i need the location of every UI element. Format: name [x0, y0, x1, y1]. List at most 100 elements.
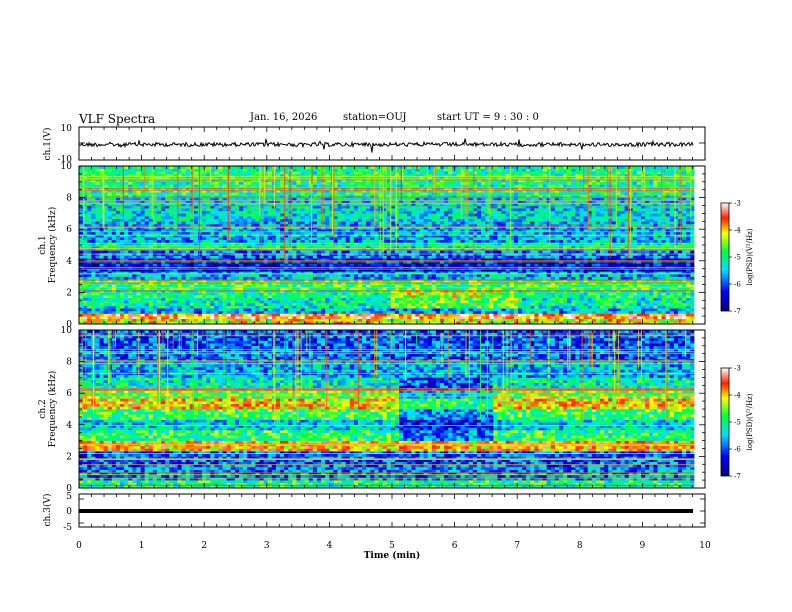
spectrogram-cell	[485, 274, 489, 277]
spectrogram-cell	[461, 285, 465, 288]
spectrogram-cell	[354, 256, 358, 259]
spectrogram-cell	[604, 274, 608, 277]
spectrogram-cell	[136, 308, 140, 311]
spectrogram-cell	[260, 237, 264, 240]
spectrogram-cell	[243, 308, 247, 311]
spectrogram-cell	[686, 308, 690, 311]
ch1-waveform-panel: 10 -10 ch.1(V)	[42, 124, 705, 165]
spectrogram-cell	[538, 311, 542, 314]
spectrogram-cell	[247, 311, 251, 314]
spectrogram-cell	[518, 303, 522, 306]
spectrogram-cell	[346, 237, 350, 240]
spectrogram-cell	[79, 279, 83, 282]
spectrogram-cell	[662, 245, 666, 248]
spectrogram-cell	[662, 316, 666, 319]
spectrogram-cell	[124, 306, 128, 309]
spectrogram-cell	[268, 285, 272, 288]
spectrogram-cell	[157, 245, 161, 248]
spectrogram-cell	[456, 274, 460, 277]
spectrogram-cell	[132, 298, 136, 301]
spectrogram-cell	[559, 292, 563, 295]
spectrogram-cell	[666, 285, 670, 288]
spectrogram-cell	[682, 303, 686, 306]
spectrogram-cell	[522, 279, 526, 282]
spectrogram-cell	[116, 237, 120, 240]
spectrogram-cell	[260, 292, 264, 295]
spectrogram-cell	[255, 319, 259, 322]
spectrogram-cell	[301, 237, 305, 240]
spectrogram-cell	[264, 256, 268, 259]
spectrogram-cell	[579, 308, 583, 311]
spectrogram-cell	[342, 316, 346, 319]
spectrogram-cell	[198, 292, 202, 295]
spectrogram-cell	[309, 311, 313, 314]
spectrogram-cell	[604, 316, 608, 319]
spectrogram-cell	[666, 300, 670, 303]
spectrogram-cell	[309, 303, 313, 306]
spectrogram-cell	[461, 306, 465, 309]
spectrogram-cell	[378, 316, 382, 319]
spectrogram-cell	[161, 311, 165, 314]
spectrogram-cell	[264, 300, 268, 303]
spectrogram-cell	[124, 240, 128, 243]
spectrogram-cell	[399, 277, 403, 280]
spectrogram-cell	[383, 313, 387, 316]
spectrogram-cell	[95, 311, 99, 314]
spectrogram-cell	[493, 292, 497, 295]
spectrogram-cell	[567, 274, 571, 277]
spectrogram-cell	[358, 316, 362, 319]
spectrogram-cell	[440, 277, 444, 280]
spectrogram-cell	[378, 298, 382, 301]
spectrogram-cell	[132, 300, 136, 303]
spectrogram-cell	[432, 303, 436, 306]
spectrogram-cell	[182, 311, 186, 314]
spectrogram-cell	[206, 306, 210, 309]
spectrogram-cell	[149, 245, 153, 248]
spectrogram-cell	[469, 263, 473, 266]
spectrogram-cell	[296, 277, 300, 280]
spectrogram-cell	[584, 279, 588, 282]
spectrogram-cell	[670, 319, 674, 322]
spectrogram-cell	[79, 308, 83, 311]
spectrogram-cell	[424, 313, 428, 316]
spectrogram-cell	[214, 292, 218, 295]
spectrogram-cell	[588, 242, 592, 245]
spectrogram-cell	[276, 292, 280, 295]
spectrogram-cell	[116, 274, 120, 277]
spectrogram-cell	[567, 311, 571, 314]
spectrogram-cell	[145, 237, 149, 240]
spectrogram-cell	[284, 300, 288, 303]
spectrogram-cell	[592, 295, 596, 298]
spectrogram-cell	[301, 285, 305, 288]
spectrogram-cell	[510, 250, 514, 253]
spectrogram-cell	[321, 298, 325, 301]
spectrogram-cell	[608, 292, 612, 295]
spectrogram-cell	[530, 298, 534, 301]
spectrogram-cell	[403, 295, 407, 298]
spectrogram-cell	[370, 311, 374, 314]
spectrogram-cell	[280, 295, 284, 298]
spectrogram-cell	[383, 319, 387, 322]
spectrogram-cell	[563, 319, 567, 322]
spectrogram-cell	[653, 274, 657, 277]
spectrogram-cell	[366, 295, 370, 298]
spectrogram-cell	[579, 240, 583, 243]
spectrogram-cell	[641, 306, 645, 309]
spectrogram-cell	[415, 285, 419, 288]
spectrogram-cell	[202, 279, 206, 282]
spectrogram-cell	[575, 240, 579, 243]
spectrogram-cell	[120, 298, 124, 301]
spectrogram-cell	[309, 256, 313, 259]
spectrogram-cell	[604, 285, 608, 288]
spectrogram-cell	[514, 316, 518, 319]
spectrogram-cell	[641, 295, 645, 298]
spectrogram-cell	[428, 256, 432, 259]
spectrogram-cell	[641, 319, 645, 322]
spectrogram-cell	[543, 242, 547, 245]
spectrogram-cell	[239, 245, 243, 248]
spectrogram-cell	[616, 274, 620, 277]
spectrogram-cell	[621, 313, 625, 316]
spectrogram-cell	[325, 311, 329, 314]
spectrogram-cell	[489, 306, 493, 309]
spectrogram-cell	[235, 303, 239, 306]
